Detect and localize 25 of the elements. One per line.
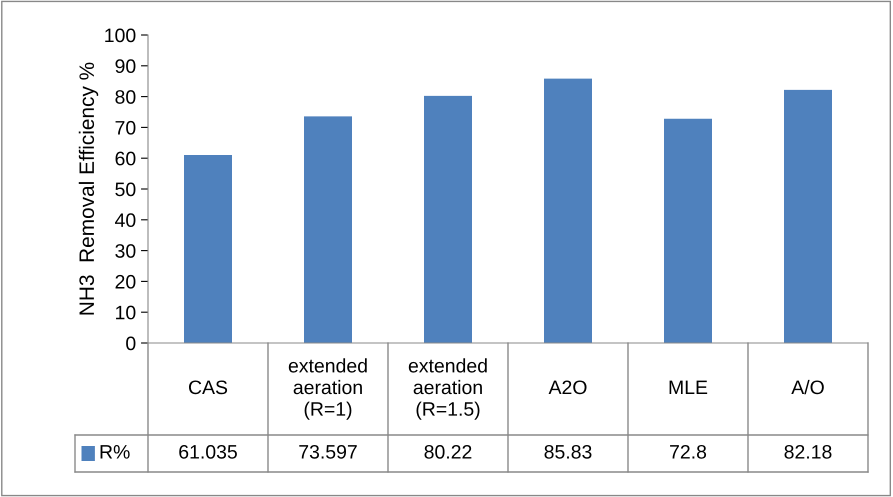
x-tick-label: MLE [670,380,708,394]
x-tick-label: extended aeration (R=1.5) [408,358,487,420]
legend-label: R% [100,445,130,459]
y-tick-label: 30 [115,244,136,258]
data-label: 85.83 [544,444,592,459]
y-tick-label: 20 [116,274,136,289]
y-tick-label: 60 [116,152,136,166]
data-label: 80.22 [424,444,472,459]
y-axis-title: NH3 Removal Efficiency % [78,62,98,314]
data-label: 61.035 [179,444,237,459]
y-tick-label: 10 [116,306,136,320]
x-tick-label: A2O [548,380,587,394]
data-label: 73.597 [299,444,357,459]
x-tick-label: CAS [188,380,228,394]
y-tick-label: 80 [115,90,136,104]
y-tick-label: 50 [115,182,136,196]
y-tick-label: 90 [115,59,136,74]
y-tick-label: 100 [105,28,136,42]
x-tick-label: A/O [791,380,824,394]
data-label: 82.18 [784,444,832,459]
y-tick-label: 40 [115,213,136,228]
y-tick-label: 0 [126,336,136,350]
y-tick-label: 70 [116,120,136,135]
data-label: 72.8 [670,444,706,459]
x-tick-label: extended aeration (R=1) [288,358,367,420]
